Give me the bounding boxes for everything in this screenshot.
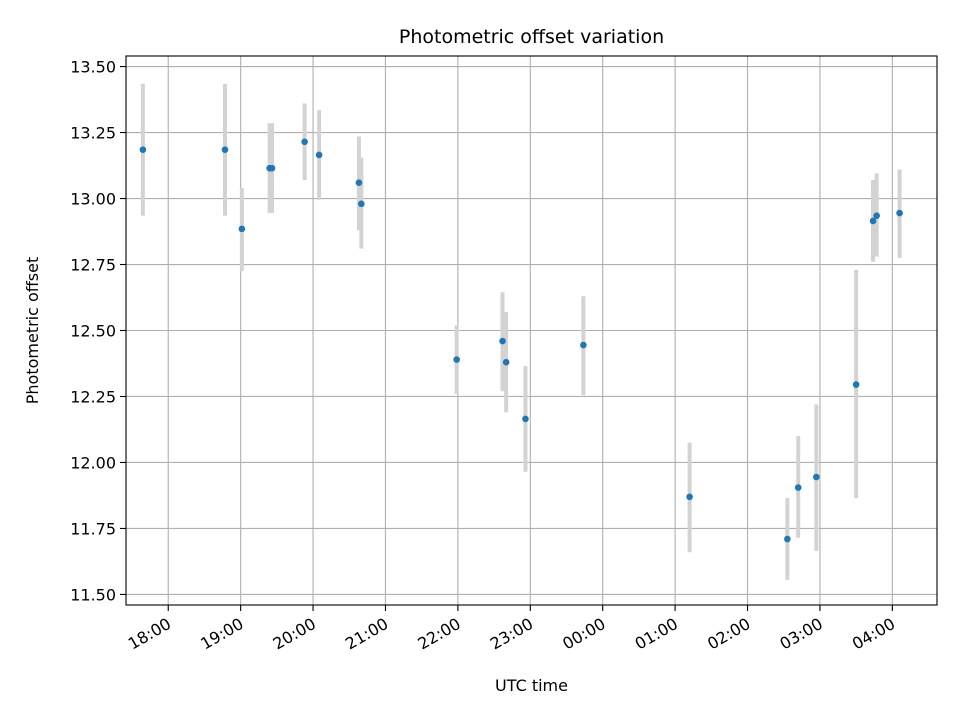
y-axis-label: Photometric offset [23, 257, 42, 405]
y-axis-ticks: 11.50 11.75 12.00 12.25 12.50 12.75 13.00 13.25… [70, 58, 126, 604]
x-tick-label: 00:00 [559, 614, 608, 654]
data-point [784, 535, 791, 543]
data-point [580, 341, 587, 349]
data-point [869, 217, 877, 225]
x-tick-label: 01:00 [632, 614, 681, 654]
data-point [238, 225, 246, 233]
grid-lines [126, 56, 937, 605]
y-tick-label: 12.00 [70, 453, 116, 472]
x-tick-label: 22:00 [414, 614, 463, 654]
data-point [453, 356, 460, 363]
x-tick-label: 23:00 [487, 614, 536, 654]
y-tick-label: 12.50 [70, 322, 116, 341]
data-point [221, 146, 229, 153]
data-point [813, 473, 820, 481]
data-point [896, 209, 903, 217]
data-point [301, 138, 308, 146]
y-tick-label: 13.50 [70, 58, 116, 77]
y-tick-label: 11.50 [70, 585, 116, 604]
y-tick-label: 13.00 [70, 190, 116, 209]
x-tick-label: 21:00 [342, 614, 391, 654]
chart-title: Photometric offset variation [399, 26, 664, 48]
data-point [852, 381, 860, 388]
data-point [499, 337, 506, 345]
data-point [139, 146, 147, 153]
x-tick-label: 20:00 [270, 614, 319, 654]
x-tick-label: 18:00 [125, 614, 174, 654]
x-tick-label: 04:00 [849, 614, 898, 654]
error-bars [140, 83, 902, 580]
data-point [794, 484, 802, 491]
data-points [139, 138, 903, 543]
x-axis-label: UTC time [495, 676, 568, 695]
x-tick-label: 02:00 [704, 614, 753, 654]
y-tick-label: 12.75 [70, 256, 116, 275]
data-point [873, 212, 880, 219]
data-point [315, 151, 323, 159]
x-tick-label: 03:00 [777, 614, 826, 654]
x-axis-ticks: 18:00 19:00 20:00 21:00 22:00 23:00 00:00 01:00… [125, 605, 898, 654]
data-point [358, 200, 365, 208]
y-tick-label: 13.25 [70, 124, 116, 143]
y-tick-label: 12.25 [70, 387, 116, 406]
data-point [268, 164, 276, 172]
data-point [686, 493, 693, 501]
x-tick-label: 19:00 [197, 614, 246, 654]
data-point [355, 179, 363, 186]
data-point [522, 415, 529, 423]
data-point [502, 358, 510, 366]
y-tick-label: 11.75 [70, 519, 116, 538]
